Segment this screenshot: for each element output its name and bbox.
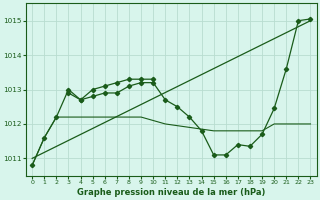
X-axis label: Graphe pression niveau de la mer (hPa): Graphe pression niveau de la mer (hPa) xyxy=(77,188,266,197)
